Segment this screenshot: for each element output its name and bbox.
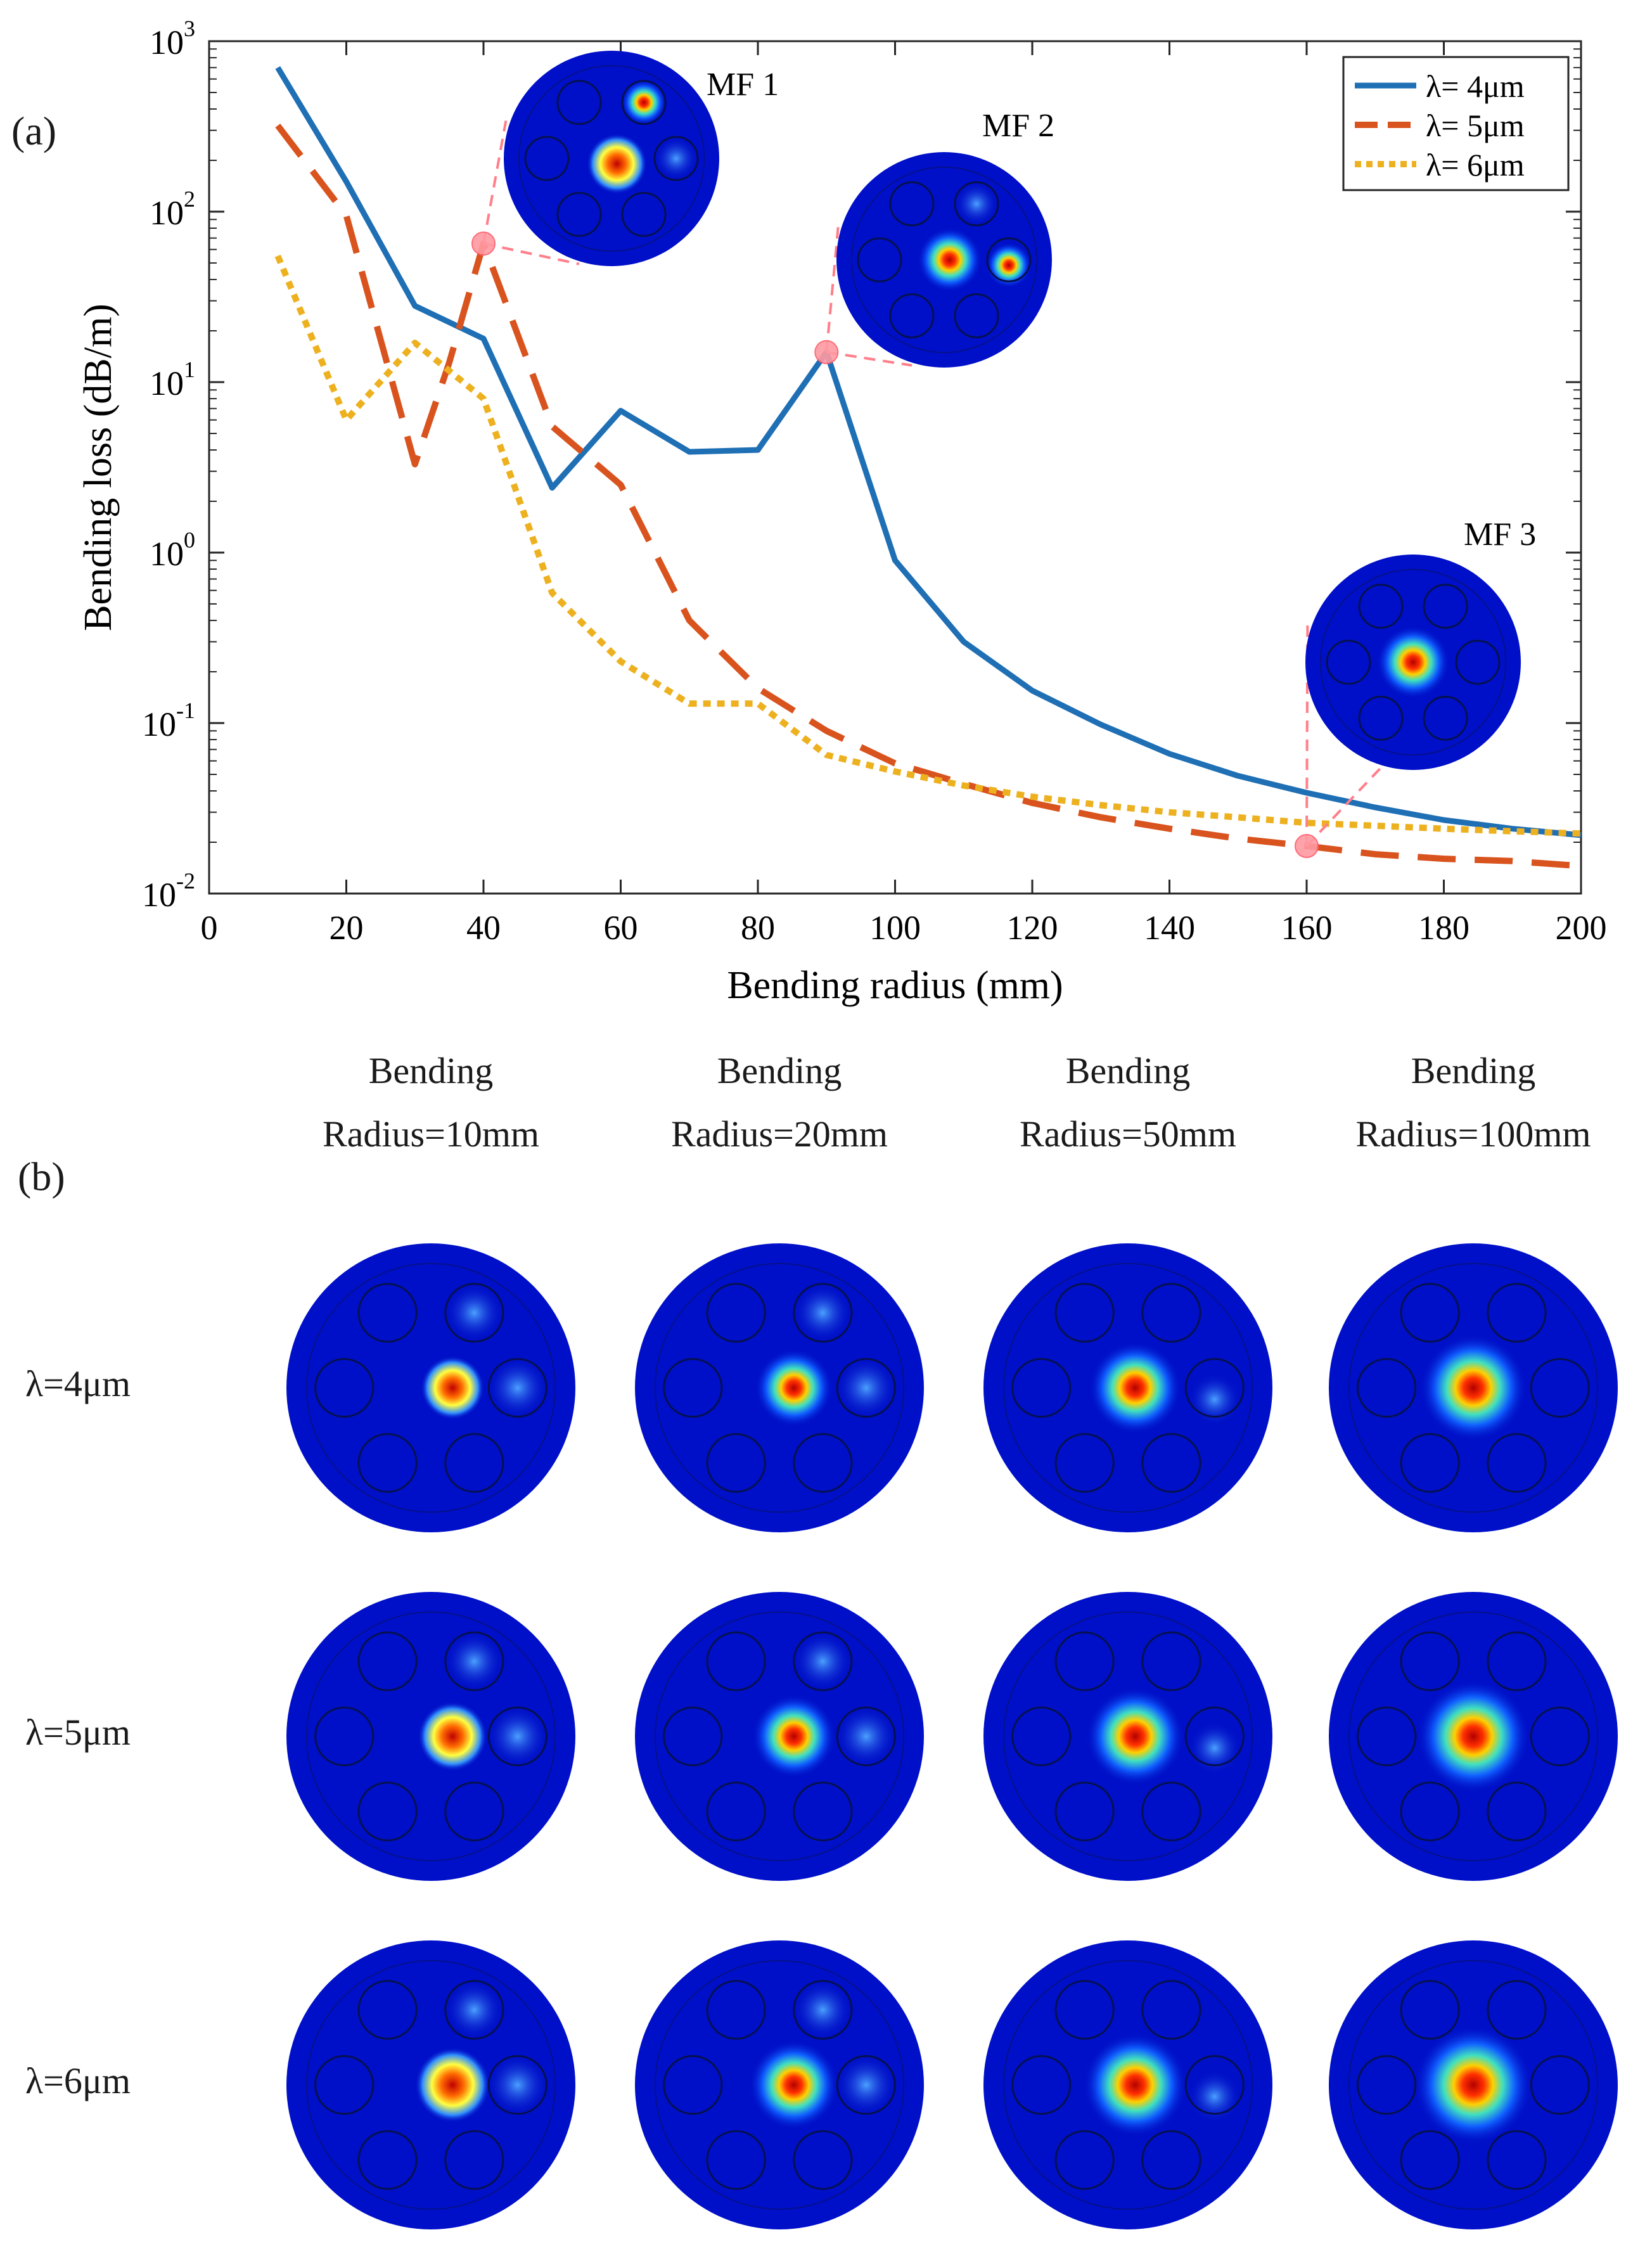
- mode-field-inset: [504, 51, 719, 266]
- legend-label-3: λ= 6μm: [1426, 147, 1525, 183]
- mode-field-r1-c4: [1329, 1243, 1618, 1532]
- mode-field-r3-c4: [1329, 1940, 1618, 2229]
- x-tick-label: 40: [466, 909, 501, 947]
- x-tick-label: 160: [1281, 909, 1333, 947]
- mode-field-r1-c1: [286, 1243, 575, 1532]
- x-tick-label: 100: [869, 909, 921, 947]
- y-tick-label: 10-1: [142, 698, 195, 743]
- x-tick-label: 0: [201, 909, 218, 947]
- row-header-3: λ=6μm: [25, 2060, 131, 2101]
- callout-line: [482, 120, 508, 244]
- series-line-2: [275, 124, 1582, 869]
- x-tick-label: 180: [1418, 909, 1470, 947]
- legend-box: [1342, 56, 1570, 191]
- column-header-1: Bending Radius=10mm: [266, 1039, 596, 1166]
- annotation-label-2: MF 2: [982, 108, 1054, 144]
- legend-label-1: λ= 4μm: [1426, 68, 1525, 104]
- bending-loss-chart: 0 20 40 60 80 100 120 140 160 180 200 10-2 10-1 100 10…: [77, 16, 1607, 1007]
- callout-line: [826, 350, 912, 367]
- annotation-label-1: MF 1: [707, 67, 779, 103]
- row-header-2: λ=5μm: [25, 1712, 131, 1753]
- mode-field-r2-c4: [1329, 1592, 1618, 1881]
- callout-line: [483, 242, 580, 266]
- x-tick-label: 200: [1556, 909, 1607, 947]
- column-header-4: Bending Radius=100mm: [1309, 1039, 1638, 1166]
- column-header-line2: Radius=50mm: [1019, 1113, 1237, 1155]
- column-header-3: Bending Radius=50mm: [963, 1039, 1293, 1166]
- x-tick-label: 140: [1144, 909, 1195, 947]
- panel-label-a: (a): [11, 108, 57, 153]
- column-header-line1: Bending: [1411, 1050, 1536, 1091]
- x-tick-label: 20: [330, 909, 364, 947]
- column-header-2: Bending Radius=20mm: [615, 1039, 944, 1166]
- annotation-marker: [471, 231, 496, 256]
- mode-field-r3-c1: [286, 1940, 575, 2229]
- legend-label-2: λ= 5μm: [1426, 108, 1525, 143]
- column-header-line1: Bending: [1065, 1050, 1191, 1091]
- column-header-line1: Bending: [717, 1050, 842, 1091]
- mode-field-inset: [1305, 555, 1521, 770]
- mode-field-r2-c3: [983, 1592, 1272, 1881]
- x-tick-label: 80: [741, 909, 775, 947]
- mode-field-inset: [836, 152, 1052, 368]
- y-tick-label: 103: [150, 16, 195, 61]
- annotation-marker: [814, 340, 839, 364]
- callout-line: [825, 222, 840, 352]
- mode-field-r3-c2: [635, 1940, 924, 2229]
- column-header-line2: Radius=20mm: [670, 1113, 888, 1155]
- mode-field-r1-c3: [983, 1243, 1272, 1532]
- y-tick-label: 102: [150, 186, 195, 232]
- mode-field-r2-c2: [635, 1592, 924, 1881]
- panel-label-b: (b): [18, 1154, 65, 1199]
- y-tick-label: 10-2: [142, 868, 195, 914]
- annotation-marker: [1295, 834, 1319, 859]
- x-tick-label: 60: [604, 909, 638, 947]
- mode-field-r1-c2: [635, 1243, 924, 1532]
- annotation-label-3: MF 3: [1464, 516, 1536, 553]
- x-axis-label: Bending radius (mm): [727, 964, 1063, 1007]
- column-header-line2: Radius=100mm: [1355, 1113, 1591, 1155]
- mode-field-r3-c3: [983, 1940, 1272, 2229]
- y-axis-label: Bending loss (dB/m): [77, 304, 120, 631]
- column-header-line1: Bending: [368, 1050, 494, 1091]
- column-header-line2: Radius=10mm: [322, 1113, 540, 1155]
- mode-field-r2-c1: [286, 1592, 575, 1881]
- series-line-3: [274, 254, 1582, 837]
- series-line-1: [275, 66, 1582, 838]
- y-tick-label: 100: [150, 527, 195, 573]
- y-tick-label: 101: [150, 357, 195, 402]
- row-header-1: λ=4μm: [25, 1363, 131, 1404]
- x-tick-label: 120: [1007, 909, 1058, 947]
